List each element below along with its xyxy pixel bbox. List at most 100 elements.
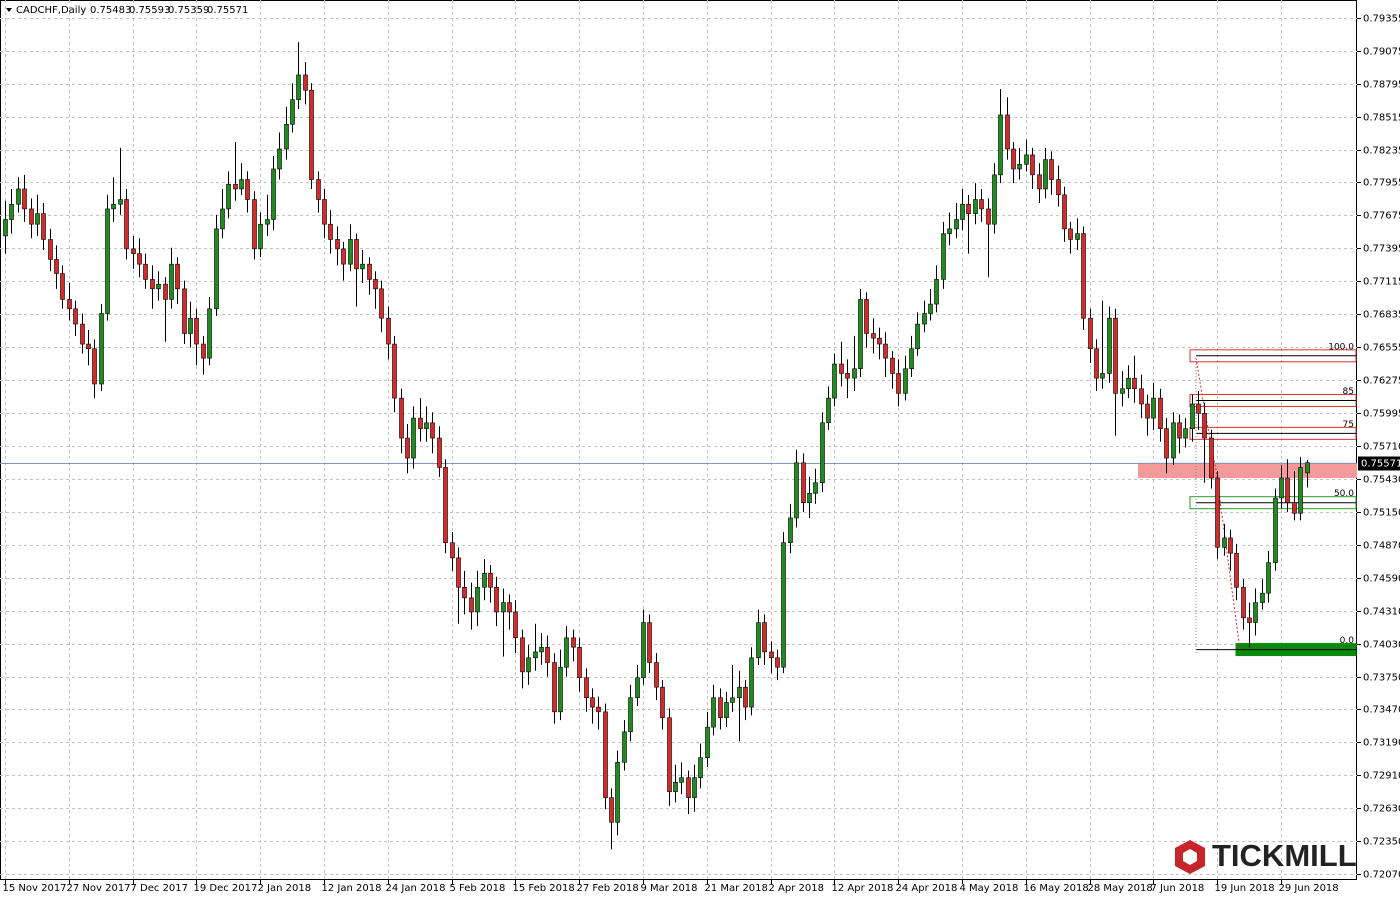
candle-body <box>245 179 250 200</box>
candle-body <box>105 208 110 314</box>
candle-body <box>788 517 793 543</box>
candle-body <box>520 637 525 673</box>
candle-body <box>1292 502 1297 514</box>
candle-body <box>1177 422 1182 439</box>
candle-body <box>1132 377 1137 390</box>
fib-level-label: 0.0 <box>1340 636 1355 646</box>
candle-body <box>603 711 608 798</box>
candle-body <box>992 174 997 225</box>
x-tick-label: 7 Jun 2018 <box>1151 883 1205 894</box>
logo-text: TICKMILL <box>1212 838 1357 873</box>
logo: TICKMILL <box>1175 838 1357 874</box>
candle-body <box>86 343 91 350</box>
candle-body <box>934 279 939 305</box>
candle-body <box>596 706 601 713</box>
candle-body <box>686 777 691 798</box>
candle-body <box>590 697 595 708</box>
candle-body <box>667 717 672 793</box>
candle-body <box>1145 403 1150 419</box>
candle-body <box>909 348 914 370</box>
candle-body <box>571 637 576 648</box>
candle-body <box>826 397 831 424</box>
x-tick-label: 21 Mar 2018 <box>705 883 768 894</box>
candle-body <box>877 337 882 345</box>
candle-body <box>839 363 844 374</box>
candle-body <box>469 597 474 613</box>
candle-body <box>864 299 869 334</box>
y-tick-label: 0.77675 <box>1363 211 1400 222</box>
candle-body <box>1005 114 1010 150</box>
plot-frame <box>0 0 1357 880</box>
candle-body <box>1043 159 1048 190</box>
candle-body <box>673 782 678 793</box>
candle-body <box>635 677 640 699</box>
x-tick-label: 5 Feb 2018 <box>450 883 506 894</box>
candle-body <box>48 239 53 260</box>
candle-body <box>552 662 557 713</box>
candle-body <box>584 677 589 699</box>
candle-body <box>609 797 614 823</box>
fib-level-label: 75 <box>1343 420 1354 430</box>
candle-body <box>1030 154 1035 176</box>
x-tick-label: 29 Jun 2018 <box>1279 883 1339 894</box>
candle-body <box>622 731 627 763</box>
candle-body <box>960 203 965 220</box>
candle-body <box>437 437 442 468</box>
candle-body <box>564 637 569 668</box>
candle-body <box>692 777 697 798</box>
candle-body <box>456 557 461 588</box>
candle-body <box>175 263 180 290</box>
candle-body <box>462 586 467 599</box>
candle-body <box>781 542 786 668</box>
y-tick-label: 0.76555 <box>1363 343 1400 354</box>
candle-body <box>794 462 799 519</box>
x-tick-label: 24 Apr 2018 <box>896 883 958 894</box>
x-tick-label: 28 May 2018 <box>1088 883 1153 894</box>
candle-body <box>903 368 908 394</box>
candle-body <box>807 492 812 503</box>
candle-body <box>290 99 295 125</box>
x-tick-label: 2 Apr 2018 <box>769 883 824 894</box>
candle-body <box>832 363 837 399</box>
candle-body <box>1075 233 1080 240</box>
candle-body <box>896 373 901 394</box>
candle-body <box>705 726 710 758</box>
candle-body <box>1062 194 1067 230</box>
fib-level-label: 100.0 <box>1328 342 1354 352</box>
candle-body <box>1017 163 1022 170</box>
x-tick-label: 7 Dec 2017 <box>131 883 189 894</box>
candle-body <box>411 417 416 459</box>
y-tick-label: 0.72070 <box>1363 870 1400 881</box>
candle-body <box>1037 174 1042 190</box>
candle-body <box>507 602 512 613</box>
candle-body <box>201 343 206 359</box>
candle-body <box>1158 397 1163 429</box>
candle-body <box>341 248 346 265</box>
candle-body <box>737 686 742 699</box>
candle-body <box>922 313 927 325</box>
candle-body <box>303 74 308 91</box>
candle-body <box>577 646 582 679</box>
y-tick-label: 0.79075 <box>1363 47 1400 58</box>
y-tick-label: 0.78795 <box>1363 80 1400 91</box>
candle-body <box>188 317 193 334</box>
candle-body <box>1241 586 1246 619</box>
candle-body <box>450 542 455 559</box>
candle-body <box>756 622 761 659</box>
candle-body <box>226 183 231 210</box>
x-tick-label: 12 Jan 2018 <box>322 883 382 894</box>
candle-body <box>1298 467 1303 514</box>
candle-body <box>29 208 34 225</box>
candle-body <box>845 373 850 379</box>
candle-body <box>1113 317 1118 394</box>
candle-body <box>16 188 21 205</box>
candle-body <box>1215 477 1220 548</box>
candle-body <box>1234 552 1239 588</box>
